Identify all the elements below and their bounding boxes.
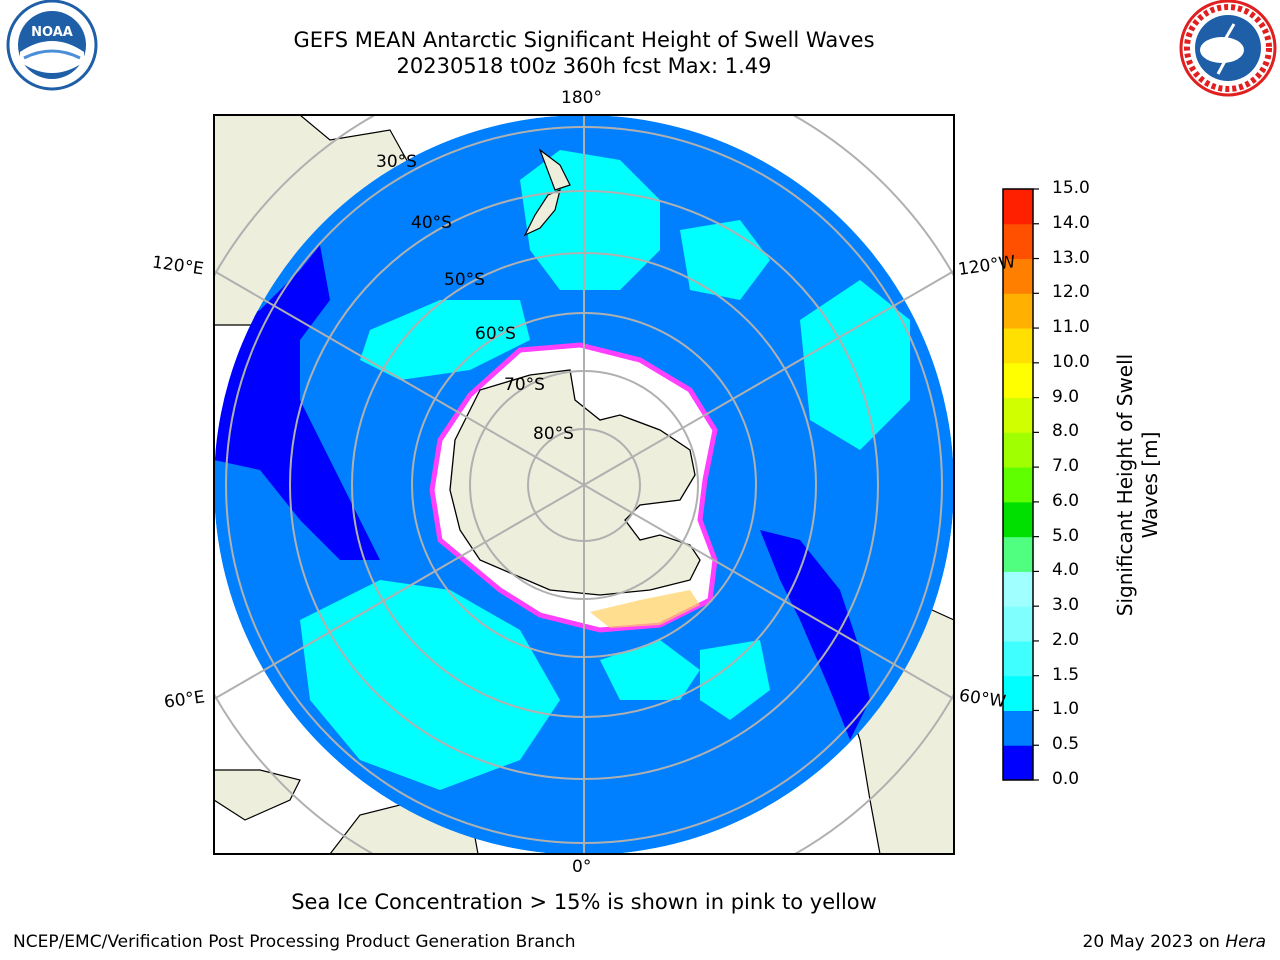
colorbar-tick-label: 0.0 — [1052, 769, 1080, 789]
map-frame — [213, 114, 955, 855]
colorbar-tick-label: 5.0 — [1052, 525, 1080, 546]
colorbar-tick-label: 10.0 — [1052, 351, 1090, 372]
colorbar-tick-label: 0.5 — [1052, 734, 1080, 755]
footer-date-text: 20 May 2023 on — [1082, 932, 1226, 952]
colorbar-tick-label: 1.5 — [1052, 664, 1080, 685]
colorbar-tick-label: 13.0 — [1052, 247, 1090, 268]
colorbar-segment — [1003, 223, 1033, 260]
colorbar-segment — [1003, 536, 1033, 572]
colorbar-segment — [1003, 710, 1033, 746]
colorbar-segment — [1003, 293, 1033, 329]
colorbar-tick-label: 1.0 — [1052, 699, 1080, 720]
footer-branch: NCEP/EMC/Verification Post Processing Pr… — [13, 932, 576, 952]
colorbar-tick-label: 11.0 — [1052, 317, 1090, 338]
map-title: GEFS MEAN Antarctic Significant Height o… — [293, 28, 875, 52]
nws-logo-icon — [1179, 0, 1277, 97]
colorbar-tick-label: 9.0 — [1052, 386, 1080, 407]
lat-label-70s: 70°S — [504, 375, 545, 395]
lat-label-60s: 60°S — [475, 324, 516, 344]
sea-ice-note: Sea Ice Concentration > 15% is shown in … — [291, 890, 877, 914]
colorbar-segment — [1003, 397, 1033, 433]
colorbar-segment — [1003, 501, 1033, 538]
colorbar-segment — [1003, 432, 1033, 468]
colorbar-segment — [1003, 675, 1033, 711]
lon-label-180: 180° — [561, 88, 602, 108]
colorbar-segment — [1003, 258, 1033, 294]
map-subtitle: 20230518 t00z 360h fcst Max: 1.49 — [396, 54, 772, 78]
colorbar-tick-label: 12.0 — [1052, 282, 1090, 303]
colorbar-tick-label: 4.0 — [1052, 560, 1080, 581]
colorbar-tick-label: 15.0 — [1052, 178, 1090, 198]
colorbar-segment — [1003, 606, 1033, 642]
colorbar-segment — [1003, 571, 1033, 607]
footer-host: Hera — [1225, 932, 1266, 952]
footer-date: 20 May 2023 on Hera — [1083, 932, 1267, 952]
colorbar-segment — [1003, 640, 1033, 677]
colorbar-title: Significant Height of Swell Waves [m] — [1113, 353, 1162, 617]
colorbar-segment — [1003, 467, 1033, 503]
lat-label-30s: 30°S — [376, 152, 417, 172]
colorbar-tick-label: 8.0 — [1052, 421, 1080, 442]
lat-label-40s: 40°S — [411, 213, 452, 233]
map-area — [214, 115, 954, 854]
colorbar-tick-label: 3.0 — [1052, 595, 1080, 616]
noaa-logo-icon: NOAA — [6, 0, 98, 91]
colorbar-segment — [1003, 328, 1033, 364]
svg-text:NOAA: NOAA — [31, 25, 73, 40]
colorbar-tick-label: 14.0 — [1052, 212, 1090, 233]
colorbar-tick-label: 6.0 — [1052, 490, 1080, 511]
colorbar-frame — [1002, 188, 1034, 781]
colorbar-tick-label: 7.0 — [1052, 456, 1080, 477]
lon-label-0: 0° — [572, 857, 592, 877]
colorbar-segment — [1003, 745, 1033, 781]
colorbar-segment — [1003, 362, 1033, 399]
longitude-gridlines — [214, 115, 954, 854]
colorbar — [1003, 188, 1039, 781]
colorbar-segment — [1003, 189, 1033, 225]
lat-label-80s: 80°S — [533, 424, 574, 444]
lat-label-50s: 50°S — [444, 270, 485, 290]
colorbar-tick-label: 2.0 — [1052, 629, 1080, 650]
